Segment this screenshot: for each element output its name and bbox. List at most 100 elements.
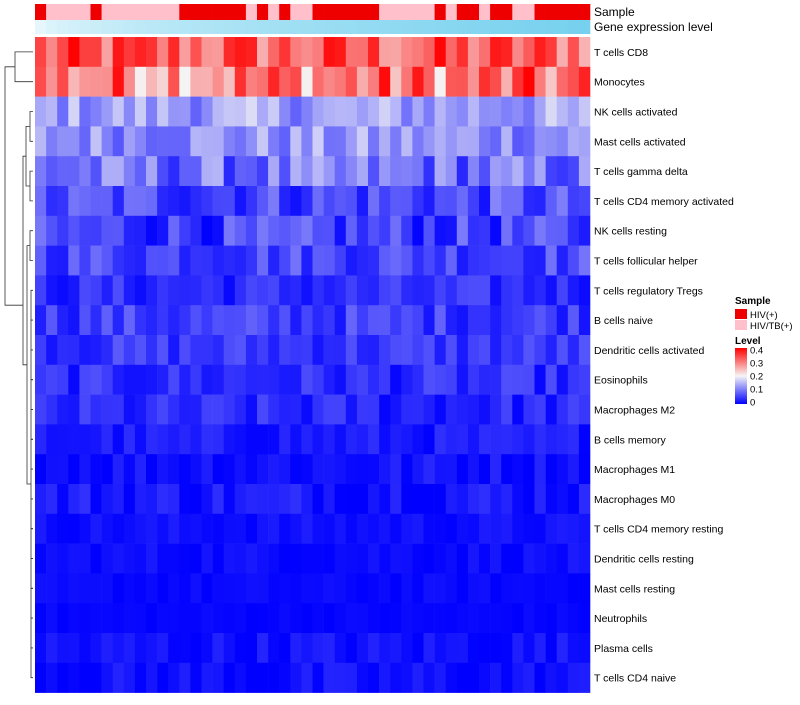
sample-annotation-cell (101, 4, 113, 20)
heatmap-cell (268, 186, 280, 217)
heatmap-cell (479, 275, 491, 306)
heatmap-cell (168, 543, 180, 574)
heatmap-cell (556, 454, 569, 485)
heatmap-cell (323, 513, 335, 544)
heatmap-cell (390, 305, 402, 336)
heatmap-cell (46, 603, 58, 634)
heatmap-cell (345, 394, 358, 425)
dendrogram-branch (25, 126, 30, 187)
heatmap-cell (512, 454, 524, 485)
heatmap-cell (279, 633, 291, 664)
heatmap-cell (257, 424, 269, 455)
heatmap-cell (390, 37, 402, 68)
heatmap-cell (412, 603, 424, 634)
heatmap-cell (545, 573, 557, 604)
heatmap-cell (245, 37, 258, 68)
heatmap-cell (168, 96, 180, 127)
row-label: Plasma cells (594, 643, 653, 655)
heatmap-cell (379, 603, 391, 634)
heatmap-cell (123, 573, 136, 604)
heatmap-cell (501, 245, 513, 276)
heatmap-cell (545, 484, 557, 515)
heatmap-cell (168, 215, 180, 246)
heatmap-cell (179, 275, 191, 306)
heatmap-cell (223, 454, 236, 485)
heatmap-cell (323, 662, 335, 693)
dendrogram-branch (29, 170, 33, 202)
heatmap-cell (379, 156, 391, 187)
heatmap-cell (445, 603, 458, 634)
expression-annotation-cell (545, 20, 557, 34)
heatmap-cell (545, 424, 557, 455)
heatmap-cell (434, 364, 446, 395)
heatmap-cell (323, 215, 335, 246)
heatmap-cell (234, 543, 247, 574)
sample-annotation-cell (279, 4, 291, 20)
heatmap-cell (479, 215, 491, 246)
heatmap-cell (245, 126, 258, 157)
heatmap-cell (578, 394, 591, 425)
heatmap-cell (434, 543, 446, 574)
heatmap-cell (334, 66, 347, 97)
heatmap-cell (123, 275, 136, 306)
heatmap-cell (534, 543, 546, 574)
heatmap-cell (279, 364, 291, 395)
heatmap-cell (467, 484, 480, 515)
heatmap-cell (245, 186, 258, 217)
heatmap-cell (68, 454, 80, 485)
sample-annotation-cell (578, 4, 591, 20)
heatmap-cell (312, 66, 324, 97)
heatmap-cell (35, 513, 47, 544)
heatmap-cell (379, 633, 391, 664)
heatmap-cell (456, 305, 469, 336)
heatmap-cell (578, 126, 591, 157)
heatmap-cell (79, 275, 91, 306)
heatmap-cell (168, 66, 180, 97)
heatmap-cell (146, 156, 158, 187)
heatmap-cell (567, 96, 580, 127)
row-label: Mast cells resting (594, 583, 675, 595)
heatmap-cell (134, 96, 147, 127)
heatmap-cell (368, 96, 380, 127)
heatmap-cell (257, 513, 269, 544)
heatmap-cell (423, 364, 435, 395)
heatmap-cell (567, 424, 580, 455)
heatmap-cell (401, 215, 413, 246)
heatmap-cell (57, 364, 69, 395)
heatmap-cell (268, 215, 280, 246)
heatmap-cell (567, 513, 580, 544)
heatmap-cell (179, 573, 191, 604)
heatmap-cell (190, 633, 202, 664)
dendrogram-branch (30, 528, 33, 559)
heatmap-cell (257, 364, 269, 395)
heatmap-cell (401, 275, 413, 306)
heatmap-cell (301, 126, 313, 157)
heatmap-cell (123, 215, 136, 246)
row-label: T cells gamma delta (594, 166, 688, 178)
heatmap-cell (390, 424, 402, 455)
legend-swatch (735, 309, 747, 319)
heatmap-cell (212, 513, 224, 544)
heatmap-cell (567, 305, 580, 336)
heatmap-cell (323, 66, 335, 97)
row-label: Macrophages M2 (594, 405, 675, 417)
heatmap-cell (179, 126, 191, 157)
heatmap-cell (567, 484, 580, 515)
heatmap-cell (445, 573, 458, 604)
heatmap-cell (401, 454, 413, 485)
heatmap-cell (57, 424, 69, 455)
heatmap-cell (334, 96, 347, 127)
heatmap-cell (157, 126, 169, 157)
heatmap-cell (434, 454, 446, 485)
heatmap-cell (345, 364, 358, 395)
heatmap-cell (356, 37, 369, 68)
heatmap-cell (46, 513, 58, 544)
sample-annotation-cell (423, 4, 435, 20)
heatmap-cell (179, 633, 191, 664)
heatmap-cell (523, 245, 535, 276)
heatmap-cell (234, 573, 247, 604)
heatmap-cell (534, 126, 546, 157)
heatmap-cell (512, 275, 524, 306)
heatmap-cell (345, 454, 358, 485)
